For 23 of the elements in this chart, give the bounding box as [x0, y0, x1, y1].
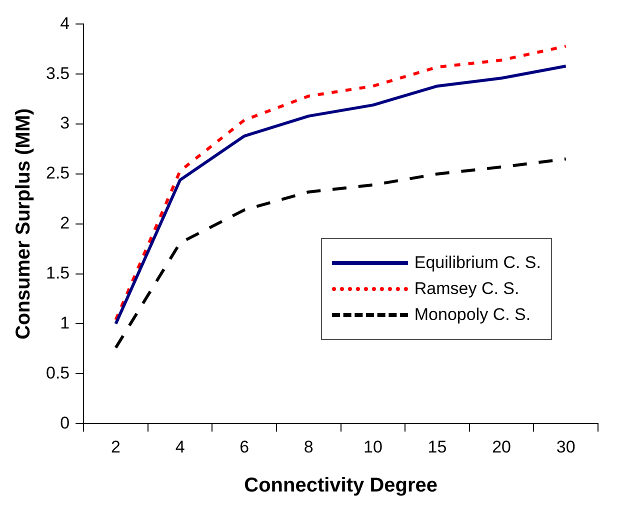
x-axis-title: Connectivity Degree [244, 474, 438, 497]
y-tick-label: 2.5 [46, 164, 70, 183]
x-tick-label: 4 [175, 437, 185, 456]
legend-label: Equilibrium C. S. [414, 253, 541, 273]
y-tick-label: 0.5 [46, 363, 70, 382]
x-tick-label: 8 [304, 437, 314, 456]
y-tick-label: 1 [60, 313, 70, 332]
x-tick-label: 6 [240, 437, 250, 456]
y-tick-label: 2 [60, 214, 70, 233]
y-tick-label: 3 [60, 114, 70, 133]
x-tick-label: 10 [364, 437, 382, 456]
y-tick-label: 4 [60, 14, 70, 33]
x-tick-label: 15 [428, 437, 447, 456]
y-axis-title: Consumer Surplus (MM) [12, 108, 35, 340]
y-tick-label: 1.5 [46, 264, 70, 283]
x-tick-label: 20 [492, 437, 512, 456]
y-tick-label: 3.5 [46, 64, 70, 83]
x-tick-label: 30 [556, 437, 576, 456]
legend-label: Monopoly C. S. [414, 305, 531, 325]
line-series [114, 158, 568, 350]
y-tick-label: 0 [60, 413, 70, 432]
legend-label: Ramsey C. S. [414, 279, 520, 299]
x-tick-label: 2 [111, 437, 121, 456]
